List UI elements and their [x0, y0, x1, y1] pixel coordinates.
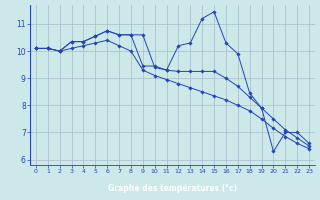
Text: Graphe des températures (°c): Graphe des températures (°c) — [108, 183, 237, 193]
